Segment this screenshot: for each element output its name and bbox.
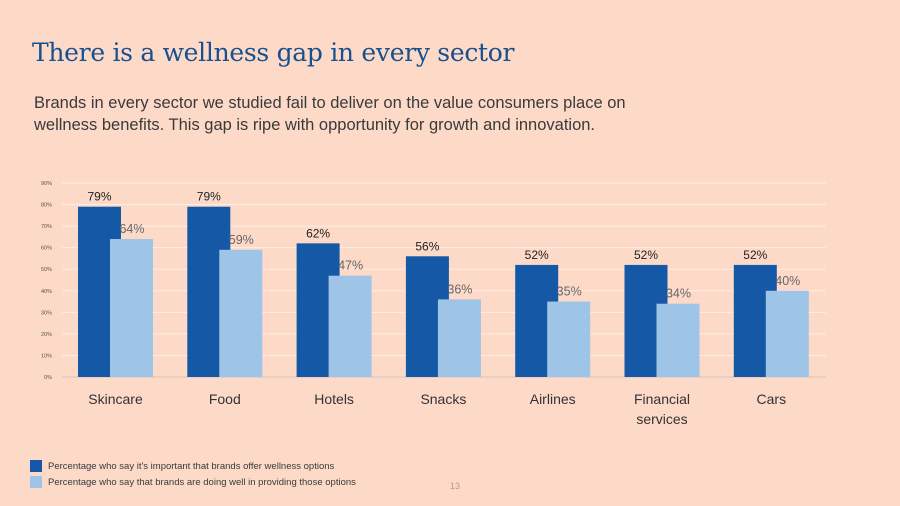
y-tick-label: 90% <box>41 181 52 187</box>
bars <box>78 206 809 377</box>
data-label-doing-well: 35% <box>557 285 582 299</box>
x-axis-labels: Skincare Food Hotels Snacks Airlines Financia… <box>88 391 786 427</box>
y-tick-label: 10% <box>41 353 52 359</box>
bar-doing-well <box>437 299 481 377</box>
page-title: There is a wellness gap in every sector <box>32 38 515 67</box>
data-label-doing-well: 47% <box>338 259 363 273</box>
data-label-important: 79% <box>197 190 221 204</box>
legend-label-important: Percentage who say it's important that b… <box>48 460 335 472</box>
legend-item-important: Percentage who say it's important that b… <box>30 458 356 474</box>
data-label-doing-well: 64% <box>119 222 144 236</box>
data-label-doing-well: 34% <box>666 287 691 301</box>
y-tick-label: 30% <box>41 310 52 316</box>
data-label-important: 62% <box>306 226 330 240</box>
x-tick-label: services <box>636 411 687 427</box>
data-label-doing-well: 59% <box>229 233 254 247</box>
y-tick-label: 20% <box>41 332 52 338</box>
y-axis-ticks: 0% 10% 20% 30% 40% 50% 60% 70% 80% 90% <box>41 181 52 381</box>
bar-chart: 0% 10% 20% 30% 40% 50% 60% 70% 80% 90% 79% 64% 79% 5… <box>41 181 826 427</box>
y-tick-label: 50% <box>41 267 52 273</box>
data-label-important: 56% <box>415 239 439 253</box>
bar-doing-well <box>547 301 591 377</box>
page-number: 13 <box>450 481 461 491</box>
x-tick-label: Hotels <box>314 391 354 407</box>
data-label-doing-well: 40% <box>775 274 800 288</box>
bar-doing-well <box>765 290 809 377</box>
x-tick-label: Airlines <box>530 391 576 407</box>
x-tick-label: Financial <box>634 391 690 407</box>
y-tick-label: 70% <box>41 224 52 230</box>
x-tick-label: Food <box>209 391 241 407</box>
bar-doing-well <box>110 239 153 377</box>
legend-swatch-doing-well <box>30 476 42 488</box>
y-tick-label: 40% <box>41 289 52 295</box>
data-label-important: 79% <box>87 190 111 204</box>
legend-label-doing-well: Percentage who say that brands are doing… <box>48 476 356 488</box>
x-tick-label: Cars <box>757 391 787 407</box>
bar-doing-well <box>656 303 700 377</box>
legend-swatch-important <box>30 460 42 472</box>
bar-doing-well <box>328 275 372 377</box>
y-tick-label: 60% <box>41 246 52 252</box>
data-label-important: 52% <box>743 248 767 262</box>
page-subtitle: Brands in every sector we studied fail t… <box>34 94 626 134</box>
y-tick-label: 0% <box>44 375 52 381</box>
y-tick-label: 80% <box>41 203 52 209</box>
legend: Percentage who say it's important that b… <box>30 458 356 490</box>
legend-item-doing-well: Percentage who say that brands are doing… <box>30 474 356 490</box>
x-tick-label: Skincare <box>88 391 143 407</box>
x-tick-label: Snacks <box>420 391 466 407</box>
data-label-doing-well: 36% <box>447 282 472 296</box>
data-labels: 79% 64% 79% 59% 62% 47% 56% 36% 52% 35% 52% 34% 52% 4… <box>87 190 800 301</box>
bar-doing-well <box>219 249 263 377</box>
data-label-important: 52% <box>634 248 658 262</box>
data-label-important: 52% <box>525 248 549 262</box>
